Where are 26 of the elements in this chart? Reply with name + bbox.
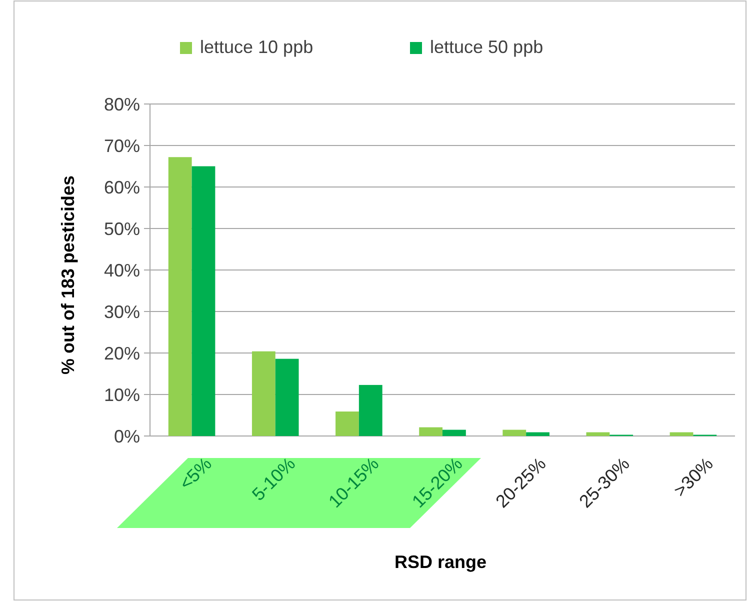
bar (586, 432, 610, 436)
y-tick-label: 60% (104, 177, 140, 198)
y-axis-title: % out of 183 pesticides (58, 175, 78, 375)
bar (442, 430, 466, 436)
y-tick-label: 10% (104, 384, 140, 405)
bar (526, 432, 550, 436)
legend-label: lettuce 50 ppb (430, 37, 544, 57)
legend-label: lettuce 10 ppb (200, 37, 314, 57)
bar (419, 427, 442, 436)
y-tick-label: 20% (104, 343, 140, 364)
bar (192, 166, 216, 436)
y-tick-label: 50% (104, 218, 140, 239)
bar (502, 430, 526, 436)
bar (336, 412, 359, 436)
bar (670, 432, 694, 436)
y-tick-label: 0% (114, 426, 140, 446)
y-tick-label: 40% (104, 260, 140, 280)
y-tick-label: 70% (104, 136, 140, 156)
bar (252, 351, 276, 436)
y-tick-label: 30% (104, 302, 140, 322)
y-tick-label: 80% (104, 94, 140, 114)
bar (275, 358, 299, 436)
bar (358, 384, 382, 436)
bar (168, 157, 192, 436)
x-tick-label: <5% (176, 454, 216, 494)
x-axis-title: RSD range (394, 552, 487, 572)
